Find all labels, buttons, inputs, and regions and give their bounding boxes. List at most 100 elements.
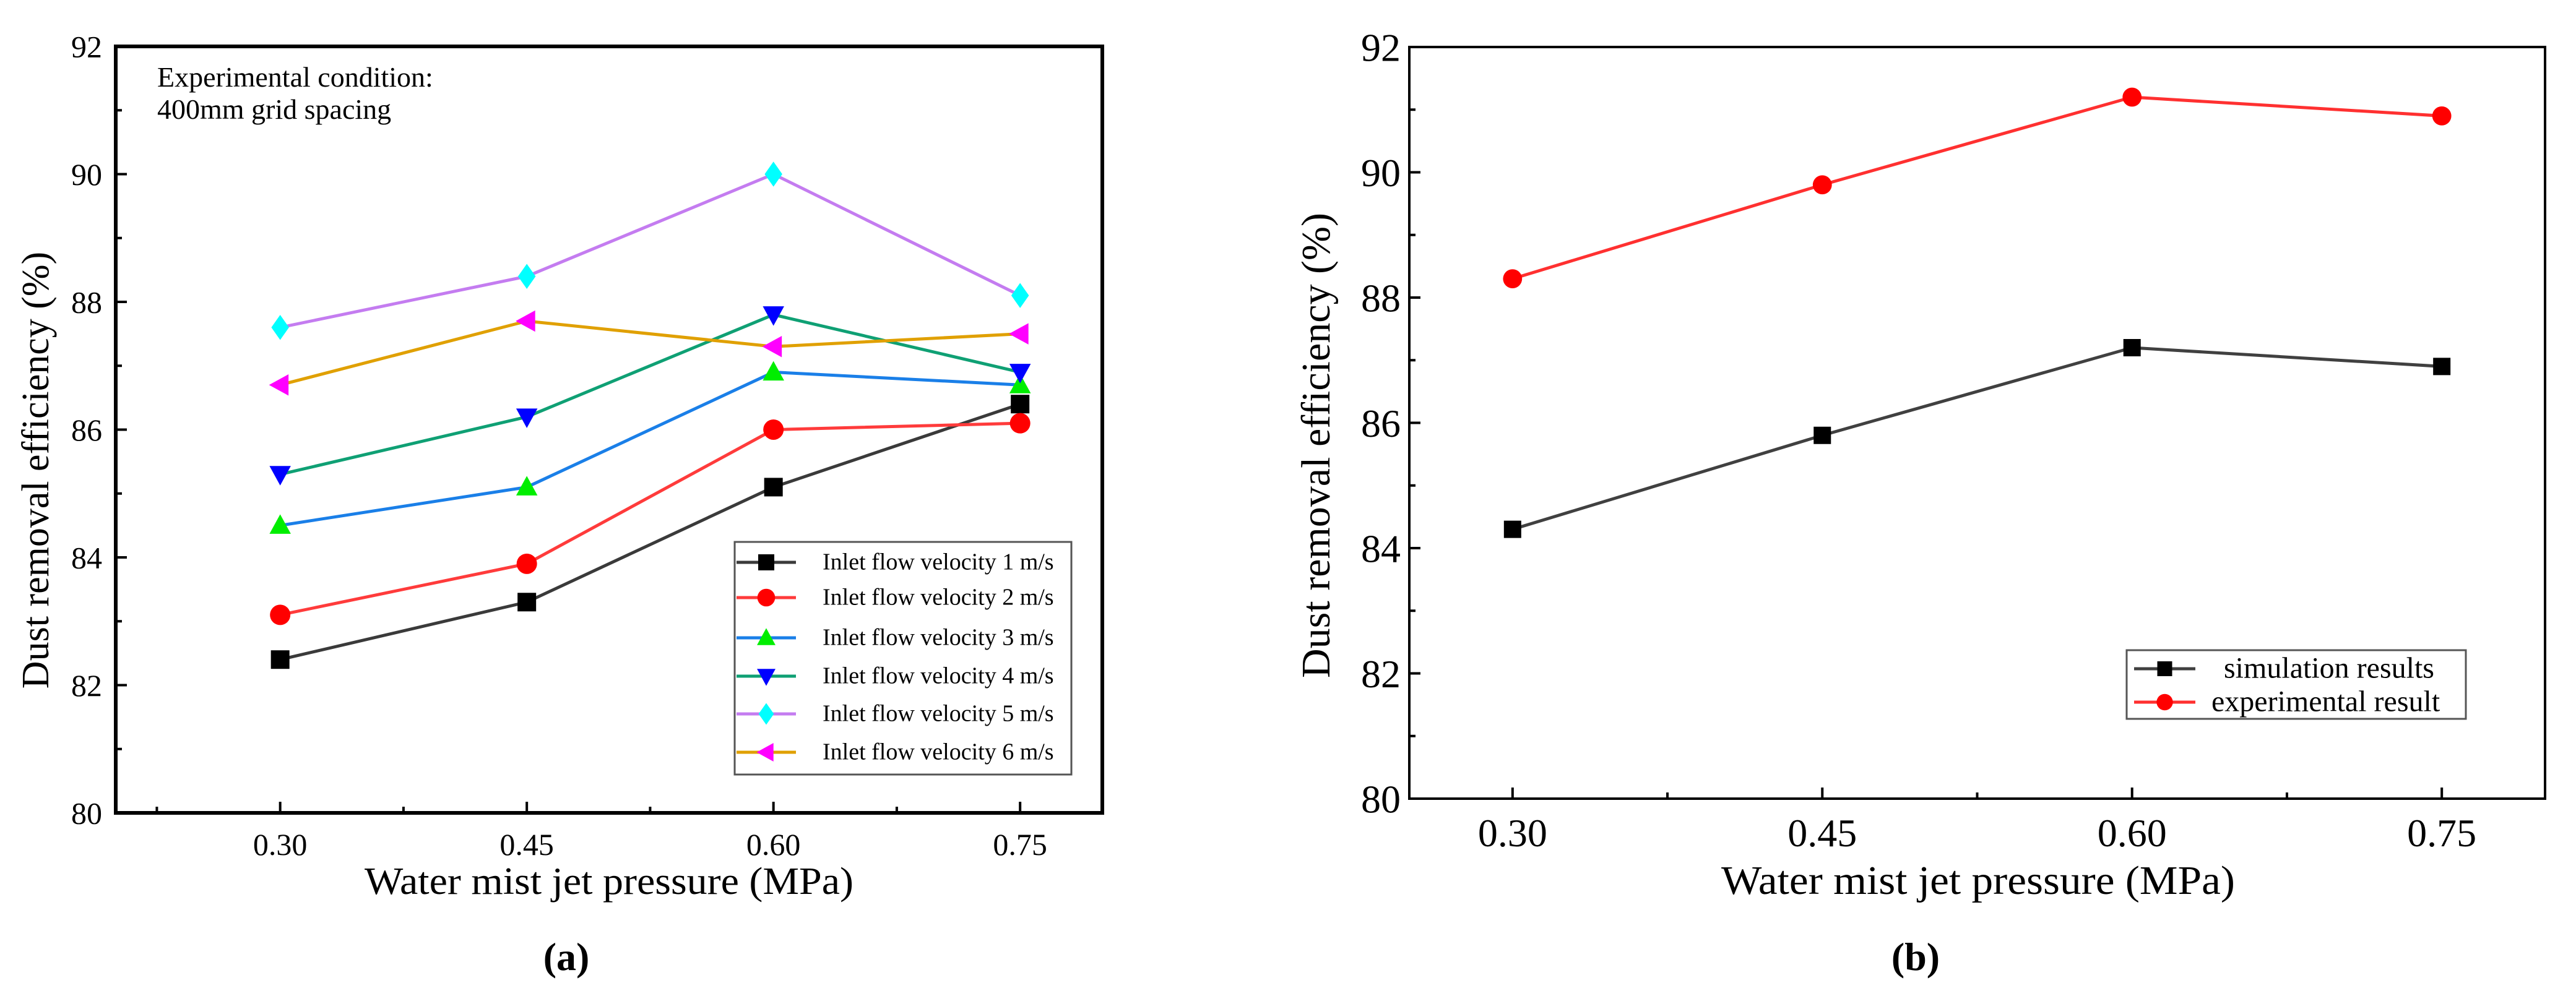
panel-b-x-tick-label: 0.30 [1478, 811, 1547, 855]
panel-b-x-tick-label: 0.60 [2098, 811, 2167, 855]
panel-b-y-tick-label: 88 [1361, 276, 1401, 320]
panel-b-legend-marker [2156, 693, 2173, 711]
panel-b-x-tick-label: 0.45 [1787, 811, 1857, 855]
panel-a-data-point [270, 650, 290, 669]
panel-a-series-5 [271, 161, 1029, 340]
panel-a-series-4 [269, 306, 1031, 486]
panel-a-legend-marker [756, 743, 774, 762]
panel-b-x-axis-title: Water mist jet pressure (MPa) [1721, 858, 2235, 903]
panel-a-data-point [517, 264, 536, 289]
panel-a-legend-marker [757, 628, 776, 645]
panel-a-data-point [516, 553, 537, 574]
panel-a-y-tick-label: 92 [71, 30, 102, 64]
panel-a-series-line [280, 313, 1021, 476]
panel-a-data-point [763, 419, 784, 440]
panel-a-x-tick-label: 0.45 [499, 827, 554, 862]
panel-a-data-point [763, 306, 784, 326]
panel-b-y-axis-title: Dust removal efficiency (%) [1294, 213, 1339, 678]
panel-a-data-point [1009, 364, 1031, 384]
panel-a-x-axis-title: Water mist jet pressure (MPa) [365, 861, 854, 903]
panel-a-series-6 [269, 310, 1029, 396]
panel-b-legend-box [2125, 649, 2467, 720]
panel-b-series-2 [1503, 87, 2452, 289]
panel-b-label: (b) [1891, 935, 1940, 979]
panel-a-data-point [517, 593, 537, 612]
panel-b-legend-label: experimental result [2211, 685, 2440, 718]
panel-a-annotation-line1: Experimental condition: [157, 61, 433, 93]
panel-b-y-tick-label: 86 [1361, 401, 1401, 445]
panel-b-data-point [2432, 106, 2452, 126]
panel-a-legend: Inlet flow velocity 1 m/s Inlet flow velo… [733, 541, 1073, 776]
panel-a-series-line [280, 421, 1021, 617]
panel-b-series-line [1512, 95, 2442, 281]
panel-a-y-tick-label: 90 [71, 157, 102, 192]
panel-a-label: (a) [543, 935, 590, 979]
panel-a-data-point [1011, 395, 1030, 414]
panel-a-series-2 [270, 413, 1031, 625]
panel-a-y-tick-label: 86 [71, 413, 102, 447]
panel-a-series-line [280, 371, 1021, 527]
panel-b-data-point [1813, 426, 1831, 444]
panel-a-series-line [280, 319, 1021, 387]
panel-a-x-tick-label: 0.60 [746, 827, 801, 862]
panel-a-legend-label: Inlet flow velocity 2 m/s [823, 584, 1054, 610]
panel-a-y-axis-title: Dust removal efficiency (%) [15, 252, 57, 689]
panel-b-y-tick-label: 82 [1361, 652, 1401, 696]
panel-a-legend-label: Inlet flow velocity 3 m/s [823, 624, 1054, 650]
panel-a-data-point [516, 310, 535, 332]
panel-b-data-point [1812, 175, 1832, 195]
panel-a-data-point [269, 514, 291, 534]
panel-a-data-point [269, 374, 289, 396]
panel-a-data-point [270, 604, 291, 625]
panel-a-data-point [269, 466, 291, 486]
panel-a-chart: Experimental condition: 400mm grid spaci… [15, 30, 1104, 979]
panel-a-legend-label: Inlet flow velocity 6 m/s [823, 739, 1054, 765]
panel-a-legend-box [733, 541, 1073, 776]
panel-b-x-tick-label: 0.75 [2407, 811, 2476, 855]
panel-a-legend-marker [758, 703, 774, 725]
panel-a-data-point [271, 315, 289, 340]
panel-a-series-1 [270, 395, 1030, 669]
panel-b-legend-label: simulation results [2224, 651, 2434, 684]
panel-a-series-3 [269, 361, 1031, 534]
panel-a-data-point [516, 476, 538, 496]
panel-a-data-point [1011, 283, 1029, 308]
panel-b-chart: Water mist jet pressure (MPa) Dust remov… [1294, 25, 2546, 979]
panel-a-y-tick-label: 80 [71, 796, 102, 831]
panel-a-data-point [1009, 374, 1031, 393]
panel-b-data-point [1503, 520, 1521, 538]
panel-a-legend-marker [758, 554, 774, 570]
panel-a-data-point [764, 161, 782, 187]
panel-b-y-tick-label: 84 [1361, 526, 1401, 570]
panel-b-data-point [2123, 339, 2141, 356]
panel-a-y-tick-label: 84 [71, 541, 102, 575]
panel-b-y-tick-label: 92 [1361, 25, 1401, 69]
panel-a-series-line [280, 402, 1021, 661]
panel-b-series-1 [1503, 339, 2451, 538]
panel-a-legend-marker [757, 588, 776, 607]
panel-a-legend-label: Inlet flow velocity 1 m/s [823, 549, 1054, 575]
panel-a-data-point [516, 408, 538, 428]
panel-a-data-point [763, 361, 784, 381]
panel-a-legend-marker [757, 669, 776, 686]
panel-a-y-tick-label: 82 [71, 668, 102, 703]
panel-a-annotation-line2: 400mm grid spacing [157, 93, 391, 125]
panel-b-data-point [1503, 269, 1523, 289]
panel-a-y-tick-label: 88 [71, 285, 102, 320]
panel-b-series-line [1512, 346, 2442, 531]
panel-a-data-point [1009, 323, 1029, 345]
panel-a-legend-label: Inlet flow velocity 4 m/s [823, 663, 1054, 689]
panel-b-data-point [2122, 87, 2142, 107]
panel-a-x-tick-label: 0.30 [253, 827, 308, 862]
panel-a-series-line [280, 172, 1021, 329]
panel-b-legend-marker [2157, 661, 2172, 676]
panel-a-x-tick-label: 0.75 [993, 827, 1047, 862]
panel-a-data-point [762, 336, 782, 358]
panel-a-data-point [1009, 413, 1031, 434]
panel-a-legend-label: Inlet flow velocity 5 m/s [823, 700, 1054, 726]
panel-b-data-point [2433, 358, 2451, 376]
panel-a-data-point [764, 478, 783, 497]
panel-b-y-tick-label: 90 [1361, 151, 1401, 195]
